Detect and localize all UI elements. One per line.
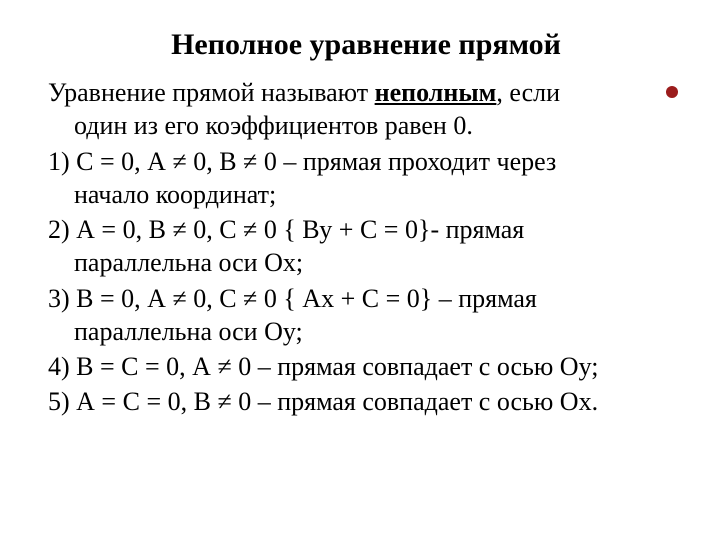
list-item: 4) В = С = 0, А ≠ 0 – прямая совпадает с… xyxy=(48,350,684,383)
list-item: 3) В = 0, А ≠ 0, С ≠ 0 { Ах + С = 0} – п… xyxy=(48,282,684,349)
intro-term: неполным xyxy=(375,78,497,107)
item-line1: 3) В = 0, А ≠ 0, С ≠ 0 { Ах + С = 0} – п… xyxy=(48,284,537,313)
intro-cont: один из его коэффициентов равен 0. xyxy=(48,109,684,142)
item-line1: 5) А = С = 0, В ≠ 0 – прямая совпадает с… xyxy=(48,387,598,416)
item-cont: начало координат; xyxy=(48,178,684,211)
slide-title: Неполное уравнение прямой xyxy=(48,28,684,62)
item-line1: 1) С = 0, А ≠ 0, В ≠ 0 – прямая проходит… xyxy=(48,147,556,176)
item-line1: 2) А = 0, В ≠ 0, С ≠ 0 { Ву + С = 0}- пр… xyxy=(48,215,524,244)
slide: Неполное уравнение прямой Уравнение прям… xyxy=(0,0,720,540)
list-item: 1) С = 0, А ≠ 0, В ≠ 0 – прямая проходит… xyxy=(48,145,684,212)
slide-body: Уравнение прямой называют неполным, если… xyxy=(48,76,684,419)
decorative-bullet xyxy=(666,86,678,98)
intro-post: , если xyxy=(496,78,560,107)
list-item: 2) А = 0, В ≠ 0, С ≠ 0 { Ву + С = 0}- пр… xyxy=(48,213,684,280)
list-item: 5) А = С = 0, В ≠ 0 – прямая совпадает с… xyxy=(48,385,684,418)
item-line1: 4) В = С = 0, А ≠ 0 – прямая совпадает с… xyxy=(48,352,598,381)
item-cont: параллельна оси Оу; xyxy=(48,315,684,348)
intro-paragraph: Уравнение прямой называют неполным, если… xyxy=(48,76,684,143)
item-cont: параллельна оси Ох; xyxy=(48,246,684,279)
intro-pre: Уравнение прямой называют xyxy=(48,78,375,107)
